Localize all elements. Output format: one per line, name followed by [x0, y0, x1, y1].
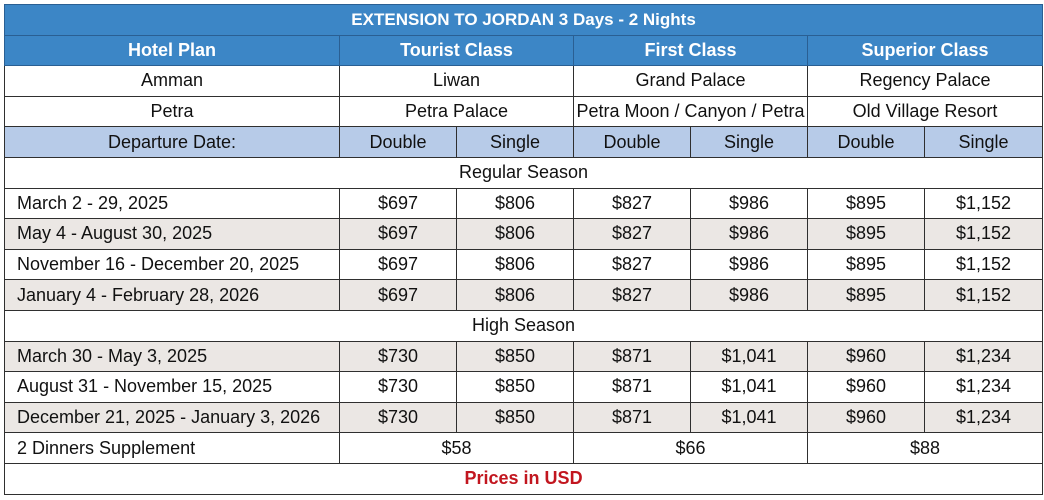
first-hotel: Grand Palace: [573, 65, 808, 97]
departure-date: November 16 - December 20, 2025: [4, 248, 340, 281]
double-header: Double: [339, 126, 457, 158]
departure-date: May 4 - August 30, 2025: [4, 218, 340, 250]
price-row: March 2 - 29, 2025 $697 $806 $827 $986 $…: [4, 187, 1044, 220]
price-cell: $850: [456, 340, 574, 373]
price-cell: $895: [807, 187, 925, 220]
pricing-table: EXTENSION TO JORDAN 3 Days - 2 Nights Ho…: [3, 4, 1044, 495]
price-cell: $986: [690, 187, 808, 220]
price-cell: $960: [807, 371, 925, 403]
price-cell: $806: [456, 248, 574, 281]
price-cell: $986: [690, 248, 808, 281]
hotel-plan-header: Hotel Plan: [4, 34, 340, 67]
double-header: Double: [573, 126, 691, 158]
departure-date: August 31 - November 15, 2025: [4, 371, 340, 403]
price-cell: $730: [339, 371, 457, 403]
departure-date: March 30 - May 3, 2025: [4, 340, 340, 373]
hotel-row: Petra Petra Palace Petra Moon / Canyon /…: [4, 95, 1044, 128]
price-cell: $730: [339, 401, 457, 434]
season-label-row: Regular Season: [3, 156, 1044, 189]
price-cell: $871: [573, 401, 691, 434]
price-cell: $960: [807, 340, 925, 373]
table-title: EXTENSION TO JORDAN 3 Days - 2 Nights: [3, 4, 1044, 36]
price-cell: $697: [339, 187, 457, 220]
price-cell: $697: [339, 248, 457, 281]
price-cell: $960: [807, 401, 925, 434]
price-row: November 16 - December 20, 2025 $697 $80…: [4, 248, 1044, 281]
price-cell: $1,152: [923, 187, 1044, 220]
departure-date: March 2 - 29, 2025: [4, 187, 340, 220]
price-cell: $1,152: [923, 218, 1044, 250]
price-cell: $730: [339, 340, 457, 373]
footer-row: Prices in USD: [3, 462, 1044, 495]
departure-date: December 21, 2025 - January 3, 2026: [4, 401, 340, 434]
hotel-row: Amman Liwan Grand Palace Regency Palace: [4, 65, 1044, 97]
price-cell: $697: [339, 279, 457, 311]
price-row: May 4 - August 30, 2025 $697 $806 $827 $…: [4, 218, 1044, 250]
room-type-header-row: Departure Date: Double Single Double Sin…: [4, 126, 1044, 158]
price-cell: $1,234: [923, 401, 1044, 434]
price-cell: $806: [456, 187, 574, 220]
price-cell: $986: [690, 279, 808, 311]
tourist-class-header: Tourist Class: [339, 34, 574, 67]
price-cell: $697: [339, 218, 457, 250]
departure-date-header: Departure Date:: [4, 126, 340, 158]
tourist-hotel: Liwan: [339, 65, 574, 97]
price-row: August 31 - November 15, 2025 $730 $850 …: [4, 371, 1044, 403]
departure-date: January 4 - February 28, 2026: [4, 279, 340, 311]
price-cell: $895: [807, 248, 925, 281]
price-row: January 4 - February 28, 2026 $697 $806 …: [4, 279, 1044, 311]
first-supplement: $66: [573, 432, 808, 464]
single-header: Single: [456, 126, 574, 158]
price-cell: $1,234: [923, 340, 1044, 373]
season-label-row: High Season: [3, 309, 1044, 342]
double-header: Double: [807, 126, 925, 158]
price-cell: $1,041: [690, 371, 808, 403]
superior-supplement: $88: [806, 432, 1044, 464]
supplement-row: 2 Dinners Supplement $58 $66 $88: [4, 432, 1044, 464]
class-header-row: Hotel Plan Tourist Class First Class Sup…: [4, 34, 1044, 67]
price-row: March 30 - May 3, 2025 $730 $850 $871 $1…: [4, 340, 1044, 373]
regular-season-label: Regular Season: [3, 156, 1044, 189]
price-cell: $895: [807, 218, 925, 250]
first-class-header: First Class: [573, 34, 808, 67]
price-cell: $827: [573, 187, 691, 220]
price-cell: $827: [573, 218, 691, 250]
superior-hotel: Regency Palace: [806, 65, 1044, 97]
price-cell: $871: [573, 371, 691, 403]
price-cell: $1,152: [923, 248, 1044, 281]
hotel-city: Amman: [4, 65, 340, 97]
single-header: Single: [690, 126, 808, 158]
high-season-label: High Season: [3, 309, 1044, 342]
price-cell: $986: [690, 218, 808, 250]
supplement-label: 2 Dinners Supplement: [4, 432, 340, 464]
currency-note: Prices in USD: [3, 462, 1044, 495]
price-cell: $827: [573, 248, 691, 281]
superior-class-header: Superior Class: [806, 34, 1044, 67]
price-cell: $895: [807, 279, 925, 311]
price-cell: $1,152: [923, 279, 1044, 311]
table-title-row: EXTENSION TO JORDAN 3 Days - 2 Nights: [3, 4, 1044, 36]
price-cell: $850: [456, 371, 574, 403]
price-cell: $806: [456, 279, 574, 311]
price-cell: $850: [456, 401, 574, 434]
tourist-hotel: Petra Palace: [339, 95, 574, 128]
price-cell: $827: [573, 279, 691, 311]
price-cell: $1,041: [690, 401, 808, 434]
tourist-supplement: $58: [339, 432, 574, 464]
price-cell: $806: [456, 218, 574, 250]
price-row: December 21, 2025 - January 3, 2026 $730…: [4, 401, 1044, 434]
price-cell: $871: [573, 340, 691, 373]
superior-hotel: Old Village Resort: [806, 95, 1044, 128]
hotel-city: Petra: [4, 95, 340, 128]
single-header: Single: [923, 126, 1044, 158]
price-cell: $1,234: [923, 371, 1044, 403]
first-hotel: Petra Moon / Canyon / Petra: [573, 95, 808, 128]
price-cell: $1,041: [690, 340, 808, 373]
